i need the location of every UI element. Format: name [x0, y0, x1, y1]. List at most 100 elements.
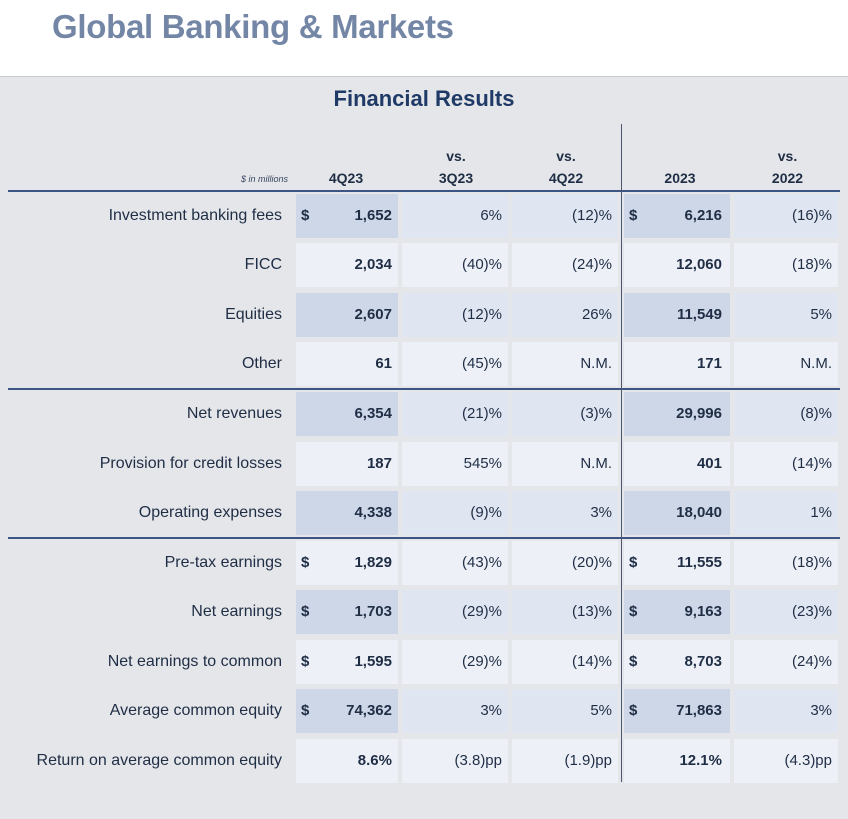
table-row: Provision for credit losses 187 545% N.M. 40… — [0, 440, 848, 486]
value-vs-4q22: (3)% — [580, 405, 612, 422]
header-vs-4q22: vs. 4Q22 — [512, 148, 620, 190]
year-dollar-sign: $ — [629, 207, 638, 224]
table-row: Average common equity $74,362 3% 5% $71,863 3… — [0, 687, 848, 733]
cell-background — [624, 541, 730, 585]
header-vs-4q22-line2: 4Q22 — [548, 170, 584, 186]
cell-background — [734, 590, 838, 634]
value-vs-2022: (8)% — [800, 405, 832, 422]
cell-background — [296, 243, 398, 287]
value-vs-3q23: (40)% — [461, 256, 502, 273]
q-dollar-sign: $ — [301, 207, 310, 224]
value-vs-3q23: (12)% — [461, 306, 502, 323]
value-vs-2022: 1% — [810, 504, 832, 521]
cell-background — [512, 293, 618, 337]
table-row: Operating expenses 4,338 (9)% 3% 18,040 1% — [0, 489, 848, 535]
value-2023: 71,863 — [676, 702, 722, 719]
table-row: Net earnings $1,703 (29)% (13)% $9,163 (23)% — [0, 588, 848, 634]
cell-background — [624, 194, 730, 238]
cell-background — [734, 243, 838, 287]
value-vs-3q23: (43)% — [461, 554, 502, 571]
value-4q23: 1,703 — [354, 603, 392, 620]
cell-background — [734, 442, 838, 486]
cell-background — [296, 392, 398, 436]
value-vs-2022: (16)% — [791, 207, 832, 224]
cell-background — [402, 739, 508, 783]
value-vs-4q22: 26% — [581, 306, 612, 323]
value-vs-4q22: 3% — [590, 504, 612, 521]
cell-background — [402, 342, 508, 386]
table-row: Other 61 (45)% N.M. 171 N.M. — [0, 340, 848, 386]
header-vs-3q23: vs. 3Q23 — [402, 148, 510, 190]
cell-background — [512, 541, 618, 585]
cell-background — [296, 739, 398, 783]
row-label: Return on average common equity — [36, 752, 282, 769]
cell-background — [734, 194, 838, 238]
cell-background — [296, 442, 398, 486]
cell-background — [512, 442, 618, 486]
cell-background — [402, 590, 508, 634]
header-rule — [8, 190, 840, 192]
cell-background — [402, 293, 508, 337]
cell-background — [624, 491, 730, 535]
year-dollar-sign: $ — [629, 702, 638, 719]
value-vs-3q23: (21)% — [461, 405, 502, 422]
cell-background — [512, 194, 618, 238]
value-vs-3q23: (9)% — [470, 504, 502, 521]
cell-background — [402, 689, 508, 733]
cell-background — [624, 442, 730, 486]
value-4q23: 74,362 — [346, 702, 392, 719]
value-4q23: 187 — [366, 455, 392, 472]
value-4q23: 61 — [375, 355, 392, 372]
header-vs-3q23-line2: 3Q23 — [438, 170, 474, 186]
cell-background — [402, 491, 508, 535]
row-label: Pre-tax earnings — [164, 554, 282, 571]
row-label: Other — [241, 355, 282, 372]
cell-background — [296, 640, 398, 684]
cell-background — [512, 689, 618, 733]
value-vs-3q23: (29)% — [461, 653, 502, 670]
cell-background — [512, 243, 618, 287]
header-vs-2022-line2: 2022 — [771, 170, 804, 186]
table-row: FICC 2,034 (40)% (24)% 12,060 (18)% — [0, 241, 848, 287]
header-vs-4q22-line1: vs. — [556, 148, 576, 164]
cell-background — [624, 590, 730, 634]
year-dollar-sign: $ — [629, 554, 638, 571]
value-4q23: 1,829 — [354, 554, 392, 571]
cell-background — [512, 739, 618, 783]
cell-background — [512, 640, 618, 684]
value-vs-2022: (18)% — [791, 554, 832, 571]
value-vs-4q22: (12)% — [571, 207, 612, 224]
value-vs-4q22: N.M. — [580, 455, 612, 472]
value-4q23: 2,034 — [354, 256, 392, 273]
cell-background — [624, 243, 730, 287]
cell-background — [296, 194, 398, 238]
value-vs-4q22: N.M. — [580, 355, 612, 372]
cell-background — [512, 342, 618, 386]
cell-background — [402, 194, 508, 238]
value-2023: 18,040 — [676, 504, 722, 521]
cell-background — [296, 541, 398, 585]
row-label: Operating expenses — [138, 504, 282, 521]
row-label: FICC — [244, 256, 282, 273]
cell-background — [512, 491, 618, 535]
year-dollar-sign: $ — [629, 603, 638, 620]
section-rule-revenues — [8, 388, 840, 390]
year-divider — [621, 124, 622, 782]
cell-background — [624, 293, 730, 337]
value-vs-2022: (23)% — [791, 603, 832, 620]
value-vs-3q23: (45)% — [461, 355, 502, 372]
cell-background — [734, 640, 838, 684]
header-vs-2022: vs. 2022 — [735, 148, 840, 190]
q-dollar-sign: $ — [301, 702, 310, 719]
value-4q23: 1,595 — [354, 653, 392, 670]
cell-background — [512, 392, 618, 436]
panel-divider — [0, 76, 848, 77]
cell-background — [624, 739, 730, 783]
cell-background — [402, 392, 508, 436]
page-title: Global Banking & Markets — [52, 8, 454, 45]
value-2023: 12,060 — [676, 256, 722, 273]
value-4q23: 6,354 — [354, 405, 392, 422]
cell-background — [296, 293, 398, 337]
cell-background — [734, 491, 838, 535]
q-dollar-sign: $ — [301, 603, 310, 620]
